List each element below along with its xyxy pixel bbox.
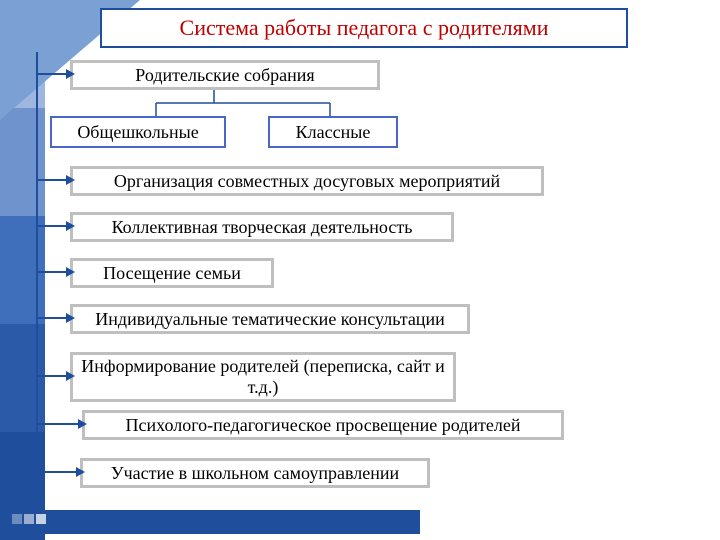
box-schoolwide: Общешкольные — [50, 116, 226, 148]
box-parent_meetings: Родительские собрания — [70, 60, 380, 90]
diagram-title: Система работы педагога с родителями — [100, 8, 628, 48]
arrow-4 — [36, 313, 75, 323]
arrow-2 — [36, 221, 75, 231]
box-selfgov: Участие в школьном самоуправлении — [80, 458, 430, 488]
box-psycho: Психолого-педагогическое просвещение род… — [82, 410, 564, 440]
fork-connector — [156, 90, 330, 116]
arrow-0 — [36, 69, 75, 79]
arrow-7 — [36, 467, 85, 477]
box-creative: Коллективная творческая деятельность — [70, 212, 454, 242]
box-consult: Индивидуальные тематические консультации — [70, 304, 470, 334]
box-class_level: Классные — [268, 116, 398, 148]
arrow-3 — [36, 267, 75, 277]
arrow-1 — [36, 175, 75, 185]
box-family_visit: Посещение семьи — [70, 258, 274, 288]
arrow-6 — [36, 419, 87, 429]
box-inform: Информирование родителей (переписка, сай… — [70, 352, 456, 402]
arrow-5 — [36, 371, 75, 381]
box-joint_events: Организация совместных досуговых меропри… — [70, 166, 544, 196]
diagram-content: Система работы педагога с родителями Род… — [0, 0, 720, 540]
